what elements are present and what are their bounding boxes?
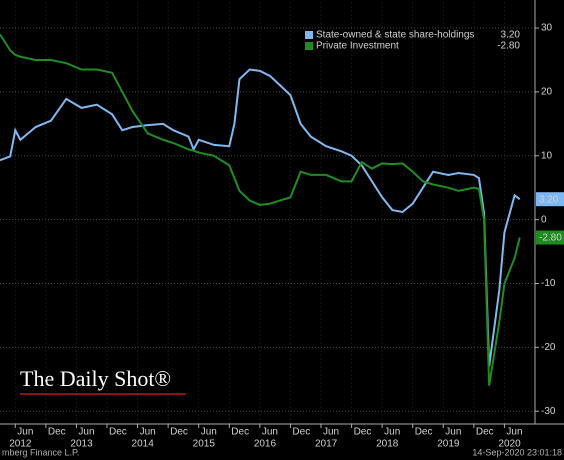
x-tick-label: Dec	[354, 427, 372, 438]
last-value-label: -2.80	[539, 233, 562, 244]
x-tick-label: Dec	[231, 427, 249, 438]
x-tick-label: Jun	[17, 427, 33, 438]
legend-swatch	[305, 31, 313, 39]
x-tick-label: Jun	[506, 427, 522, 438]
year-label: 2018	[376, 439, 399, 450]
last-value-tag	[536, 230, 564, 245]
x-tick-label: Dec	[109, 427, 127, 438]
watermark: The Daily Shot®	[20, 366, 171, 391]
x-tick-label: Dec	[292, 427, 310, 438]
year-label: 2019	[437, 439, 460, 450]
x-tick-label: Dec	[415, 427, 433, 438]
legend-swatch	[305, 42, 313, 50]
x-tick-label: Jun	[384, 427, 400, 438]
last-value-label: 3.20	[539, 194, 559, 205]
footer-source: mberg Finance L.P.	[2, 447, 79, 457]
year-label: 2012	[9, 439, 32, 450]
y-tick-label: -10	[541, 278, 556, 289]
series-line	[0, 68, 521, 367]
x-tick-label: Jun	[445, 427, 461, 438]
year-label: 2013	[70, 439, 93, 450]
legend-label: Private Investment	[316, 41, 399, 52]
x-tick-label: Jun	[78, 427, 94, 438]
year-label: 2017	[315, 439, 338, 450]
footer-timestamp: 14-Sep-2020 23:01:18	[472, 447, 562, 457]
y-tick-label: 10	[541, 150, 553, 161]
last-value-tag	[536, 192, 564, 207]
y-tick-label: 0	[541, 214, 547, 225]
y-tick-label: -20	[541, 342, 556, 353]
x-tick-label: Dec	[476, 427, 494, 438]
x-tick-label: Dec	[170, 427, 188, 438]
x-tick-label: Jun	[201, 427, 217, 438]
x-tick-label: Jun	[140, 427, 156, 438]
x-tick-label: Jun	[262, 427, 278, 438]
legend-label: State-owned & state share-holdings	[316, 30, 474, 41]
year-label: 2014	[132, 439, 155, 450]
y-tick-label: -30	[541, 406, 556, 417]
y-tick-label: 30	[541, 23, 553, 34]
y-tick-label: 20	[541, 87, 553, 98]
legend-value: -2.80	[497, 41, 520, 52]
year-label: 2016	[254, 439, 277, 450]
x-tick-label: Jun	[323, 427, 339, 438]
legend-value: 3.20	[501, 30, 521, 41]
series-line	[0, 33, 521, 386]
year-label: 2020	[498, 439, 521, 450]
x-tick-label: Dec	[48, 427, 66, 438]
year-label: 2015	[193, 439, 216, 450]
